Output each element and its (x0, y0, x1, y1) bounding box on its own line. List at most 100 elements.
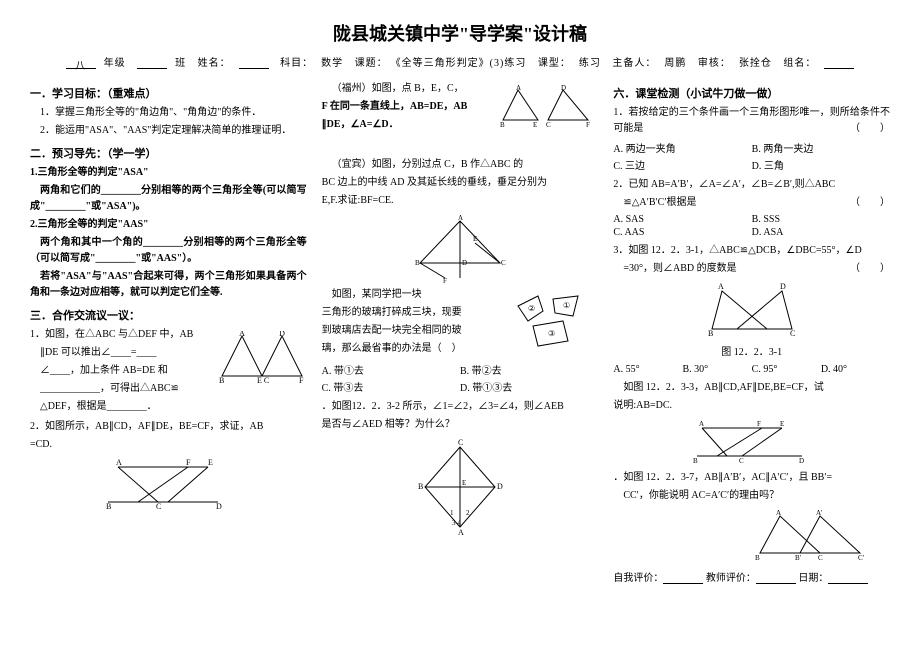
svg-text:A: A (239, 331, 245, 338)
svg-text:D: D (279, 331, 285, 338)
svg-text:D: D (780, 282, 786, 291)
svg-text:A: A (776, 509, 781, 517)
broken-glass-figure: ② ① ③ (513, 291, 598, 351)
svg-text:F: F (443, 277, 447, 283)
footer-line: 自我评价： 教师评价： 日期： (613, 569, 890, 584)
triangle-figure-2: AD BE CF (498, 85, 598, 130)
svg-text:E: E (533, 121, 537, 129)
c3-q1: 1．若按给定的三个条件画一个三角形图形唯一，则所给条件不可能是（ ） (613, 105, 890, 137)
columns: 一．学习目标：（重难点） 1．掌握三角形全等的"角边角"、"角角边"的条件． 2… (30, 79, 890, 584)
c1-h1: 1.三角形全等的判定"ASA" (30, 165, 307, 181)
svg-text:B: B (106, 502, 111, 511)
opt-b: B. 30° (683, 363, 752, 376)
page-title: 陇县城关镇中学"导学案"设计稿 (30, 20, 890, 46)
svg-text:D: D (462, 259, 467, 267)
c3-q5a: ．如图 12．2．3-7，AB∥A′B′，AC∥A′C′，且 BB′= (613, 470, 890, 486)
svg-text:F: F (299, 376, 304, 385)
svg-text:A: A (718, 282, 724, 291)
svg-text:A: A (516, 85, 521, 92)
info-line: 八年级 班 姓名： 科目：数学 课题：《全等三角形判定》(3)练习 课型：练习 … (30, 54, 890, 69)
column-3: 六．课堂检测（小试牛刀做一做） 1．若按给定的三个条件画一个三角形图形唯一，则所… (613, 79, 890, 584)
svg-text:1: 1 (450, 509, 454, 517)
subject-label: 科目： (280, 58, 313, 69)
svg-text:F: F (757, 420, 761, 428)
c1-q2b: =CD. (30, 437, 307, 453)
svg-text:E: E (473, 235, 477, 243)
author: 周鹏 (664, 58, 686, 69)
svg-text:A': A' (816, 509, 822, 517)
svg-text:3 4: 3 4 (452, 519, 461, 527)
svg-text:E: E (208, 458, 213, 467)
opt-c: C. 带③去 (322, 378, 460, 395)
c3-q4a: 如图 12．2．3-3，AB∥CD,AF∥DE,BE=CF，试 (613, 380, 890, 396)
svg-text:C': C' (858, 554, 864, 562)
name-blank (239, 57, 269, 69)
opt-c: C. AAS (613, 226, 751, 239)
svg-text:B: B (755, 554, 760, 562)
kite-figure: C B D E 1 2 3 4 A (410, 437, 510, 537)
topic: 《全等三角形判定》(3)练习 (396, 58, 527, 69)
svg-text:E: E (462, 479, 466, 487)
topic-label: 课题： (355, 58, 388, 69)
sec6-title: 六．课堂检测（小试牛刀做一做） (613, 85, 890, 101)
c1-p1: 1．掌握三角形全等的"角边角"、"角角边"的条件． (30, 105, 307, 121)
class-label: 班 (175, 58, 186, 69)
opt-b: B. SSS (752, 213, 890, 226)
figure-12-2-3-7: AA' BB' CC' (750, 508, 880, 563)
svg-text:B: B (500, 121, 505, 129)
author-label: 主备人： (612, 58, 656, 69)
c1-h2p2: 若将"ASA"与"AAS"合起来可得，两个三角形如果具备两个角和一条边对应相等，… (30, 269, 307, 301)
c3-q2a: 2．已知 AB=A′B′，∠A=∠A′，∠B=∠B′,则△ABC (613, 177, 890, 193)
c3-q4b: 说明:AB=DC. (613, 398, 890, 414)
opt-c: C. 三边 (613, 156, 751, 173)
c1-h1p1: 两角和它们的________分别相等的两个三角形全等(可以简写成"_______… (30, 183, 307, 215)
c2-q4a: （宜宾）如图，分别过点 C，B 作△ABC 的 (322, 157, 599, 173)
date-blank (828, 572, 868, 584)
grade-blank: 八 (66, 57, 96, 69)
c1-h2: 2.三角形全等的判定"AAS" (30, 217, 307, 233)
svg-text:C: C (501, 259, 506, 267)
opt-d: D. ASA (752, 226, 890, 239)
column-1: 一．学习目标：（重难点） 1．掌握三角形全等的"角边角"、"角角边"的条件． 2… (30, 79, 307, 584)
svg-text:B: B (418, 482, 423, 491)
svg-text:D: D (561, 85, 566, 92)
c2-q4c: E,F.求证:BF=CE. (322, 193, 599, 209)
svg-text:C: C (458, 438, 463, 447)
c3-q2b: ≌△A′B′C′根据是（ ） (613, 195, 890, 211)
sec2-title: 二．预习导先：（学一学） (30, 145, 307, 161)
svg-text:B: B (693, 457, 698, 465)
c1-q1e: △DEF，根据是________． (30, 399, 307, 415)
svg-text:A: A (116, 458, 122, 467)
svg-text:A: A (699, 420, 704, 428)
type-label: 课型： (538, 58, 571, 69)
svg-text:D: D (497, 482, 503, 491)
c3-q3a: 3．如图 12．2．3-1，△ABC≌△DCB，∠DBC=55°，∠D (613, 243, 890, 259)
svg-text:B': B' (795, 554, 801, 562)
opt-d: D. 三角 (752, 156, 890, 173)
svg-text:D: D (216, 502, 222, 511)
teacher-label: 教师评价： (706, 573, 756, 584)
svg-text:E: E (780, 420, 784, 428)
c3-q5b: CC′，你能说明 AC=A′C′的理由吗？ (613, 488, 890, 504)
svg-text:B: B (708, 329, 713, 338)
opt-d: D. 40° (821, 363, 890, 376)
c2-q3-block: AD BE CF （福州）如图，点 B，E，C， F 在同一条直线上，AB=DE… (322, 81, 599, 135)
c3-q3-options: A. 55° B. 30° C. 95° D. 40° (613, 363, 890, 376)
svg-text:F: F (586, 121, 590, 129)
self-label: 自我评价： (613, 573, 663, 584)
opt-b: B. 两角一夹边 (752, 139, 890, 156)
column-2: AD BE CF （福州）如图，点 B，E，C， F 在同一条直线上，AB=DE… (322, 79, 599, 584)
opt-a: A. SAS (613, 213, 751, 226)
sec3-title: 三．合作交流议一议： (30, 307, 307, 323)
svg-text:C: C (156, 502, 161, 511)
c2-q5-block: ② ① ③ 如图，某同学把一块 三角形的玻璃打碎成三块，现要 到玻璃店去配一块完… (322, 287, 599, 359)
figure-12-2-3-1: AD BC (702, 281, 802, 341)
svg-text:A: A (458, 214, 463, 222)
c1-p2: 2．能运用"ASA"、"AAS"判定定理解决简单的推理证明． (30, 123, 307, 139)
svg-text:2: 2 (466, 509, 470, 517)
opt-a: A. 带①去 (322, 361, 460, 378)
opt-c: C. 95° (752, 363, 821, 376)
c1-q2a: 2．如图所示，AB∥CD，AF∥DE，BE=CF，求证，AB (30, 419, 307, 435)
self-blank (663, 572, 703, 584)
svg-text:A: A (458, 528, 464, 537)
